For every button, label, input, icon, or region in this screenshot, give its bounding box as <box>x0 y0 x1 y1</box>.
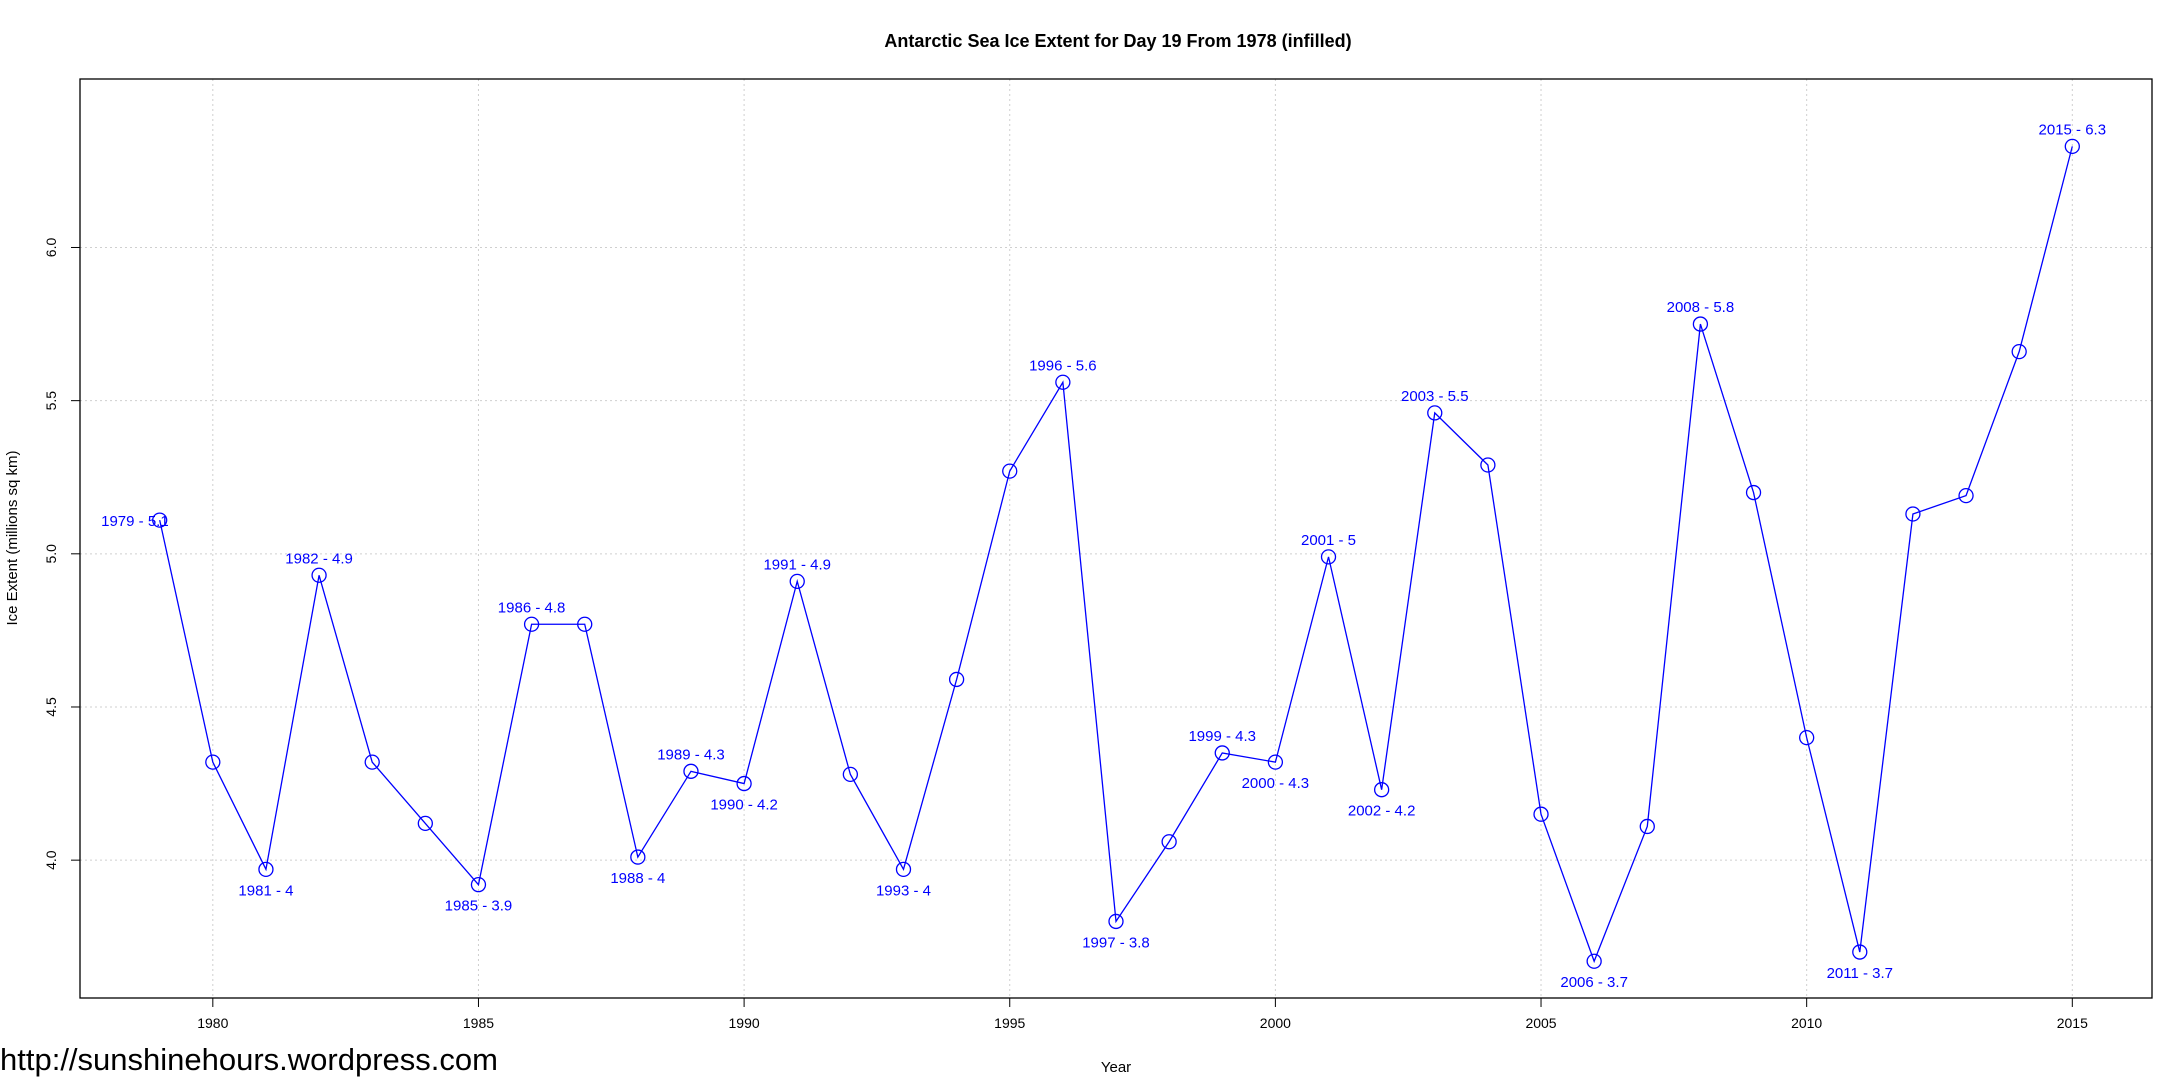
watermark-url: http://sunshinehours.wordpress.com <box>0 1042 498 1077</box>
data-point <box>1692 316 1709 332</box>
x-tick-label: 1980 <box>197 1015 228 1031</box>
data-point <box>1905 506 1921 522</box>
x-tick-label: 1995 <box>994 1015 1025 1031</box>
data-point <box>2064 138 2080 155</box>
data-point <box>1214 745 1230 761</box>
data-point <box>789 573 805 590</box>
data-point <box>1002 463 1018 479</box>
series-line <box>159 146 2073 964</box>
data-point <box>417 815 433 832</box>
axes: 1980 1985 1990 1995 2000 2005 2010 2015 4.0 4.5 5.… <box>43 238 2088 1031</box>
data-point <box>842 766 859 783</box>
data-point <box>1639 818 1655 835</box>
point-label: 1981 - 4 <box>238 882 293 899</box>
y-tick-label: 4.5 <box>43 697 59 717</box>
x-tick-label: 1990 <box>729 1015 760 1031</box>
point-label: 1996 - 5.6 <box>1029 357 1097 374</box>
data-point <box>470 877 487 893</box>
x-tick-label: 2015 <box>2057 1015 2088 1031</box>
data-point <box>205 754 221 770</box>
point-label: 2015 - 6.3 <box>2039 121 2107 138</box>
y-tick-label: 5.0 <box>43 544 59 564</box>
y-tick-label: 5.5 <box>43 391 59 411</box>
data-point <box>364 754 380 770</box>
point-label: 1988 - 4 <box>610 870 665 887</box>
data-point <box>1055 374 1071 390</box>
point-label: 1999 - 4.3 <box>1188 728 1256 745</box>
x-tick-label: 2005 <box>1525 1015 1556 1031</box>
data-point <box>948 671 965 688</box>
grid <box>80 79 2152 998</box>
data-point <box>1373 782 1390 798</box>
data-point <box>1799 729 1815 746</box>
plot-frame <box>79 78 2153 999</box>
x-axis-label: Year <box>1101 1059 1131 1076</box>
data-point <box>1108 913 1124 930</box>
data-point <box>2011 343 2027 360</box>
point-label: 2006 - 3.7 <box>1560 974 1628 991</box>
data-point <box>1427 405 1443 421</box>
point-label: 1982 - 4.9 <box>285 550 353 567</box>
data-series <box>152 138 2080 969</box>
point-label: 1986 - 4.8 <box>498 599 566 616</box>
point-label: 2008 - 5.8 <box>1667 299 1735 316</box>
data-point <box>523 616 540 632</box>
y-tick-label: 6.0 <box>43 238 59 258</box>
chart-title: Antarctic Sea Ice Extent for Day 19 From… <box>884 31 1351 51</box>
x-tick-label: 1985 <box>463 1015 494 1031</box>
point-label: 1997 - 3.8 <box>1082 934 1150 951</box>
data-point <box>736 775 752 792</box>
point-label: 2011 - 3.7 <box>1827 965 1893 982</box>
point-label: 2001 - 5 <box>1301 532 1356 549</box>
data-point <box>1745 484 1762 501</box>
y-axis-label: Ice Extent (millions sq km) <box>4 450 21 625</box>
y-tick-label: 4.0 <box>43 850 59 870</box>
data-point <box>577 616 593 632</box>
point-labels: 1979 - 5.1 1981 - 4 1982 - 4.9 1985 - 3.9 19… <box>101 121 2106 991</box>
data-point <box>1480 457 1496 473</box>
data-point <box>152 512 168 528</box>
data-point <box>895 861 912 877</box>
data-point <box>630 849 646 865</box>
data-point <box>1586 953 1602 969</box>
point-label: 2002 - 4.2 <box>1348 803 1416 820</box>
data-point <box>683 763 699 779</box>
data-point <box>1533 806 1549 822</box>
point-label: 1985 - 3.9 <box>445 898 513 915</box>
data-point <box>258 861 274 877</box>
data-point <box>1267 754 1284 770</box>
data-point <box>1852 944 1868 960</box>
data-point <box>311 567 327 583</box>
point-label: 1979 - 5.1 <box>101 513 169 530</box>
point-label: 1989 - 4.3 <box>657 746 725 763</box>
data-point <box>1161 834 1177 850</box>
point-label: 1990 - 4.2 <box>710 797 778 814</box>
x-tick-label: 2010 <box>1791 1015 1822 1031</box>
point-label: 1991 - 4.9 <box>763 556 831 573</box>
x-tick-label: 2000 <box>1260 1015 1291 1031</box>
point-label: 2003 - 5.5 <box>1401 388 1469 405</box>
data-point <box>1958 487 1974 504</box>
point-label: 2000 - 4.3 <box>1242 775 1310 792</box>
data-point <box>1320 549 1337 565</box>
point-label: 1993 - 4 <box>876 882 931 899</box>
